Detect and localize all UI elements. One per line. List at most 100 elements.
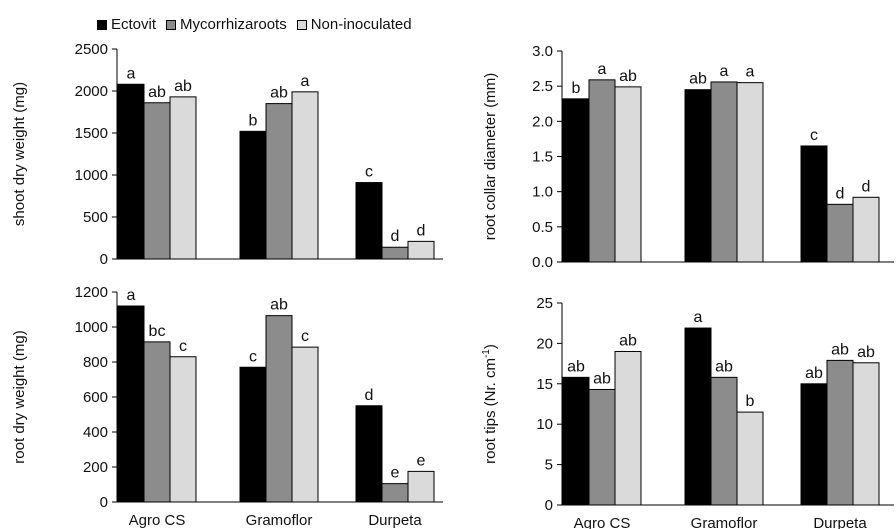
bar-significance-label: ab <box>857 344 875 361</box>
legend-item-ectovit: Ectovit <box>97 16 156 33</box>
bar-agro-cs-mycorrhizaroots <box>143 102 171 260</box>
y-tick-label: 1000 <box>75 319 108 336</box>
y-tick-label: 2.0 <box>532 113 553 130</box>
bar-significance-label: d <box>836 185 845 202</box>
bar-significance-label: ab <box>619 68 637 85</box>
legend-label-ectovit: Ectovit <box>111 16 157 33</box>
bar-significance-label: ab <box>831 341 849 358</box>
bar-significance-label: d <box>391 228 400 245</box>
category-label-gramoflor: Gramoflor <box>246 512 313 529</box>
y-axis-label: root collar diameter (mm) <box>482 73 499 241</box>
y-tick-label: 0 <box>545 497 553 514</box>
bar-durpeta-non-inoculated <box>852 362 880 506</box>
bar-significance-label: c <box>365 164 373 181</box>
bar-significance-label: b <box>249 112 258 129</box>
category-label-durpeta: Durpeta <box>368 512 422 529</box>
category-label-gramoflor: Gramoflor <box>691 515 758 529</box>
bar-significance-label: a <box>301 73 310 90</box>
bar-agro-cs-mycorrhizaroots <box>143 341 171 503</box>
y-tick-label: 25 <box>536 295 553 312</box>
bar-gramoflor-ectovit <box>239 130 267 260</box>
y-tick-label: 1500 <box>75 125 108 142</box>
bar-agro-cs-non-inoculated <box>169 356 197 503</box>
y-axis-label: root tips (Nr. cm-1) <box>481 344 499 464</box>
y-tick-label: 500 <box>83 209 108 226</box>
legend-label-non-inoculated: Non-inoculated <box>310 16 412 33</box>
bar-significance-label: ab <box>174 78 192 95</box>
bar-significance-label: ab <box>715 358 733 375</box>
bar-durpeta-ectovit <box>355 182 383 260</box>
y-tick-label: 3.0 <box>532 43 553 60</box>
bar-durpeta-mycorrhizaroots <box>826 203 854 263</box>
bar-gramoflor-mycorrhizaroots <box>265 315 293 503</box>
bar-agro-cs-non-inoculated <box>169 96 197 260</box>
category-label-agro-cs: Agro CS <box>129 512 186 529</box>
bar-significance-label: d <box>862 178 871 195</box>
y-axis-label: shoot dry weight (mg) <box>11 82 28 226</box>
legend-label-mycorrhizaroots: Mycorrhizaroots <box>180 16 287 33</box>
y-tick-label: 0.5 <box>532 219 553 236</box>
y-tick-label: 0.0 <box>532 254 553 271</box>
bar-durpeta-mycorrhizaroots <box>381 483 409 503</box>
bar-agro-cs-mycorrhizaroots <box>588 79 616 263</box>
bar-significance-label: c <box>301 328 309 345</box>
bar-gramoflor-mycorrhizaroots <box>710 376 738 506</box>
bar-gramoflor-non-inoculated <box>291 346 319 503</box>
legend-swatch-mycorrhizaroots <box>166 19 177 30</box>
legend-swatch-ectovit <box>97 19 107 30</box>
bar-significance-label: ab <box>270 297 288 314</box>
bar-significance-label: a <box>598 61 607 78</box>
y-tick-label: 5 <box>545 457 553 474</box>
bar-agro-cs-ectovit <box>117 83 145 260</box>
y-tick-label: 400 <box>83 424 108 441</box>
bar-agro-cs-non-inoculated <box>614 86 642 263</box>
bar-significance-label: c <box>179 338 187 355</box>
bar-significance-label: d <box>417 222 426 239</box>
y-tick-label: 1200 <box>75 284 108 301</box>
legend-swatch-non-inoculated <box>296 19 307 30</box>
bar-durpeta-ectovit <box>800 145 828 263</box>
bar-significance-label: c <box>249 348 257 365</box>
bar-agro-cs-non-inoculated <box>614 350 642 506</box>
y-tick-label: 0 <box>100 494 108 511</box>
y-tick-label: 1.0 <box>532 184 553 201</box>
y-axis-label: root dry weight (mg) <box>11 330 28 463</box>
bar-significance-label: b <box>746 393 755 410</box>
y-tick-label: 200 <box>83 459 108 476</box>
bar-gramoflor-ectovit <box>239 366 267 503</box>
y-tick-label: 15 <box>536 376 553 393</box>
bar-significance-label: d <box>365 387 374 404</box>
bar-significance-label: ab <box>689 71 707 88</box>
bar-gramoflor-non-inoculated <box>736 411 764 506</box>
bar-gramoflor-non-inoculated <box>291 91 319 260</box>
y-tick-label: 1000 <box>75 167 108 184</box>
legend-item-non-inoculated: Non-inoculated <box>296 16 412 33</box>
category-label-agro-cs: Agro CS <box>574 515 631 529</box>
bar-agro-cs-ectovit <box>562 98 590 263</box>
bar-significance-label: ab <box>619 332 637 349</box>
bar-durpeta-non-inoculated <box>407 470 435 503</box>
category-label-durpeta: Durpeta <box>813 515 867 529</box>
bar-significance-label: e <box>417 452 426 469</box>
legend: Ectovit Mycorrhizaroots Non-inoculated <box>97 16 422 33</box>
bar-gramoflor-non-inoculated <box>736 82 764 263</box>
bar-significance-label: bc <box>149 323 166 340</box>
bar-gramoflor-ectovit <box>684 327 712 506</box>
bar-gramoflor-mycorrhizaroots <box>265 103 293 260</box>
bar-agro-cs-mycorrhizaroots <box>588 388 616 506</box>
bar-durpeta-mycorrhizaroots <box>381 246 409 260</box>
bar-durpeta-non-inoculated <box>852 196 880 263</box>
y-tick-label: 1.5 <box>532 149 553 166</box>
bar-significance-label: a <box>127 287 136 304</box>
y-tick-label: 10 <box>536 416 553 433</box>
bar-significance-label: ab <box>567 358 585 375</box>
bar-significance-label: ab <box>270 85 288 102</box>
bar-significance-label: b <box>572 80 581 97</box>
y-tick-label: 0 <box>100 251 108 268</box>
bar-gramoflor-mycorrhizaroots <box>710 81 738 263</box>
bar-durpeta-mycorrhizaroots <box>826 359 854 506</box>
legend-item-mycorrhizaroots: Mycorrhizaroots <box>166 16 287 33</box>
